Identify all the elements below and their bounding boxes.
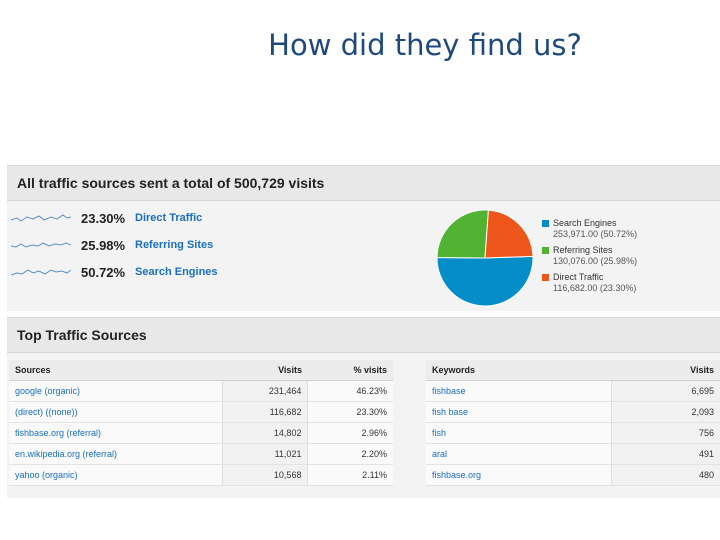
keyword-link[interactable]: fish xyxy=(426,422,612,444)
col-header-visits[interactable]: Visits xyxy=(611,360,720,381)
keyword-link[interactable]: fish base xyxy=(426,401,612,423)
legend-label: Direct Traffic xyxy=(553,272,604,282)
col-header-sources[interactable]: Sources xyxy=(9,360,223,381)
keyword-link[interactable]: aral xyxy=(426,443,612,465)
sparkline-icon xyxy=(11,269,71,276)
source-link-referring-sites[interactable]: Referring Sites xyxy=(135,239,214,251)
legend-label: Referring Sites xyxy=(553,245,613,255)
table-row: (direct) ((none)) 116,682 23.30% xyxy=(9,401,393,423)
pct-cell: 2.20% xyxy=(307,443,393,465)
table-row: google (organic) 231,464 46.23% xyxy=(9,380,393,402)
top-traffic-sources-panel: Top Traffic Sources Sources Visits % vis… xyxy=(7,317,720,498)
visits-cell: 14,802 xyxy=(222,422,308,444)
col-header-pct-visits[interactable]: % visits xyxy=(307,360,393,381)
table-row: fish base 2,093 xyxy=(426,401,720,423)
source-link-search-engines[interactable]: Search Engines xyxy=(135,266,218,278)
visits-cell: 491 xyxy=(611,443,720,465)
table-row: fish 756 xyxy=(426,422,720,444)
legend-value: 116,682.00 (23.30%) xyxy=(553,283,637,293)
table-row: en.wikipedia.org (referral) 11,021 2.20% xyxy=(9,443,393,465)
traffic-pie-chart xyxy=(435,208,535,308)
legend-label: Search Engines xyxy=(553,218,617,228)
legend-search-engines: Search Engines 253,971.00 (50.72%) xyxy=(542,218,637,240)
visits-cell: 10,568 xyxy=(222,464,308,486)
source-link[interactable]: fishbase.org (referral) xyxy=(9,422,223,444)
legend-swatch xyxy=(542,220,549,228)
source-link[interactable]: (direct) ((none)) xyxy=(9,401,223,423)
source-link[interactable]: google (organic) xyxy=(9,380,223,402)
visits-cell: 480 xyxy=(611,464,720,486)
visits-cell: 11,021 xyxy=(222,443,308,465)
pie-slice-search-engines xyxy=(436,255,534,307)
sparkline-icon xyxy=(11,214,71,222)
col-header-visits[interactable]: Visits xyxy=(222,360,308,381)
legend-swatch xyxy=(542,247,549,255)
sparkline-icon xyxy=(11,242,71,248)
pct-cell: 46.23% xyxy=(307,380,393,402)
visits-cell: 756 xyxy=(611,422,720,444)
sources-table-header: Sources Visits % visits xyxy=(9,360,393,381)
pct-cell: 2.11% xyxy=(307,464,393,486)
legend-referring-sites: Referring Sites 130,076.00 (25.98%) xyxy=(542,245,637,267)
visits-cell: 231,464 xyxy=(222,380,308,402)
keyword-link[interactable]: fishbase.org xyxy=(426,464,612,486)
traffic-summary-panel: All traffic sources sent a total of 500,… xyxy=(7,165,720,311)
table-row: fishbase.org (referral) 14,802 2.96% xyxy=(9,422,393,444)
source-link[interactable]: en.wikipedia.org (referral) xyxy=(9,443,223,465)
keywords-table: Keywords Visits fishbase 6,695 fish base… xyxy=(426,360,720,486)
col-header-keywords[interactable]: Keywords xyxy=(426,360,612,381)
legend-direct-traffic: Direct Traffic 116,682.00 (23.30%) xyxy=(542,272,636,294)
pct-cell: 2.96% xyxy=(307,422,393,444)
sources-table: Sources Visits % visits google (organic)… xyxy=(9,360,393,486)
visits-cell: 6,695 xyxy=(611,380,720,402)
legend-swatch xyxy=(542,274,549,282)
keyword-link[interactable]: fishbase xyxy=(426,380,612,402)
source-link[interactable]: yahoo (organic) xyxy=(9,464,223,486)
source-row-direct: 23.30% Direct Traffic xyxy=(11,208,202,228)
table-row: aral 491 xyxy=(426,443,720,465)
source-row-search: 50.72% Search Engines xyxy=(11,262,218,282)
keywords-table-header: Keywords Visits xyxy=(426,360,720,381)
pct-cell: 23.30% xyxy=(307,401,393,423)
legend-value: 253,971.00 (50.72%) xyxy=(553,229,638,239)
table-row: fishbase 6,695 xyxy=(426,380,720,402)
visits-cell: 2,093 xyxy=(611,401,720,423)
source-pct: 25.98% xyxy=(81,237,126,253)
source-pct: 23.30% xyxy=(81,210,126,226)
source-pct: 50.72% xyxy=(81,264,126,280)
top-traffic-sources-header: Top Traffic Sources xyxy=(7,318,720,353)
table-row: fishbase.org 480 xyxy=(426,464,720,486)
pie-slice-direct-traffic xyxy=(484,209,534,259)
slide-title: How did they find us? xyxy=(268,28,582,62)
legend-value: 130,076.00 (25.98%) xyxy=(553,256,638,266)
source-row-referring: 25.98% Referring Sites xyxy=(11,235,213,255)
visits-cell: 116,682 xyxy=(222,401,308,423)
traffic-summary-header: All traffic sources sent a total of 500,… xyxy=(7,166,720,201)
pie-slice-referring-sites xyxy=(436,209,489,259)
table-row: yahoo (organic) 10,568 2.11% xyxy=(9,464,393,486)
source-link-direct-traffic[interactable]: Direct Traffic xyxy=(135,212,203,224)
